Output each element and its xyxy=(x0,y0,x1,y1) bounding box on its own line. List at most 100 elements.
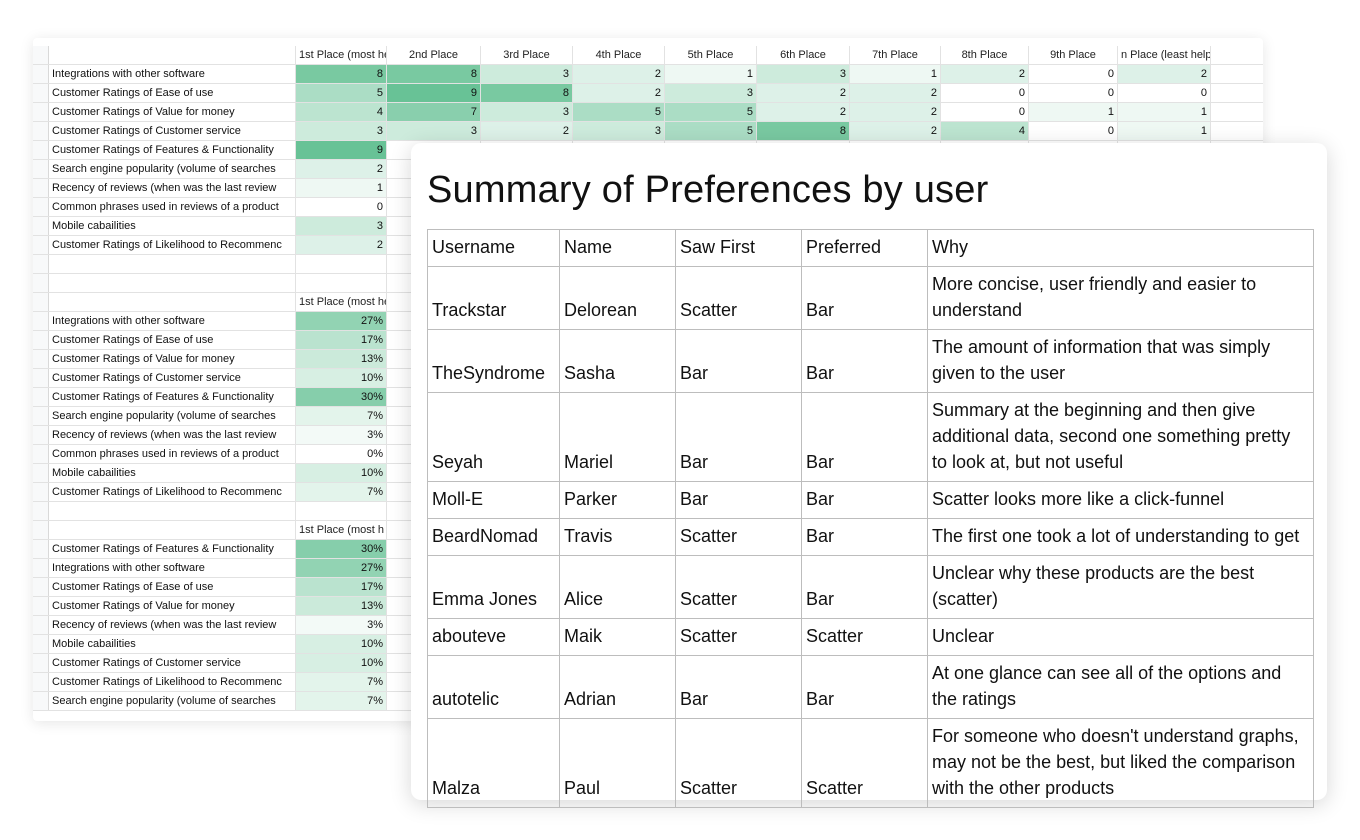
value-cell[interactable]: 3 xyxy=(387,122,481,140)
value-cell[interactable]: 0 xyxy=(941,84,1029,102)
row-label-cell[interactable] xyxy=(296,274,387,292)
value-cell[interactable]: 2 xyxy=(757,103,850,121)
value-cell[interactable]: 2 xyxy=(573,84,665,102)
row-label-cell[interactable]: Customer Ratings of Likelihood to Recomm… xyxy=(49,483,296,501)
value-cell[interactable]: 0 xyxy=(1118,84,1211,102)
value-cell[interactable]: 7 xyxy=(387,103,481,121)
value-cell[interactable]: 1 xyxy=(850,65,941,83)
row-label-cell[interactable]: Integrations with other software xyxy=(49,65,296,83)
value-cell[interactable]: 5 xyxy=(665,122,757,140)
value-cell[interactable]: 4 xyxy=(296,103,387,121)
row-label-cell[interactable]: Search engine popularity (volume of sear… xyxy=(49,160,296,178)
value-cell[interactable]: 8 xyxy=(757,122,850,140)
header-cell[interactable]: 3rd Place xyxy=(481,46,573,64)
value-cell[interactable]: 3% xyxy=(296,426,387,444)
value-cell[interactable]: 5 xyxy=(665,103,757,121)
value-cell[interactable]: 3 xyxy=(296,122,387,140)
value-cell[interactable]: 4 xyxy=(941,122,1029,140)
row-label-cell[interactable] xyxy=(296,502,387,520)
value-cell[interactable]: 3 xyxy=(481,103,573,121)
value-cell[interactable]: 2 xyxy=(850,84,941,102)
row-label-cell[interactable]: Search engine popularity (volume of sear… xyxy=(49,407,296,425)
row-label-cell[interactable]: Customer Ratings of Customer service xyxy=(49,122,296,140)
value-cell[interactable]: 2 xyxy=(481,122,573,140)
row-label-cell[interactable] xyxy=(49,502,296,520)
value-cell[interactable]: 7% xyxy=(296,692,387,710)
row-label-cell[interactable]: Customer Ratings of Customer service xyxy=(49,654,296,672)
value-cell[interactable]: 0% xyxy=(296,445,387,463)
row-label-cell[interactable]: Customer Ratings of Value for money xyxy=(49,350,296,368)
value-cell[interactable]: 13% xyxy=(296,350,387,368)
value-cell[interactable]: 3 xyxy=(665,84,757,102)
row-label-cell[interactable]: Search engine popularity (volume of sear… xyxy=(49,692,296,710)
value-cell[interactable]: 17% xyxy=(296,578,387,596)
value-cell[interactable]: 2 xyxy=(941,65,1029,83)
header-cell[interactable]: 6th Place xyxy=(757,46,850,64)
row-label-cell[interactable]: Customer Ratings of Features & Functiona… xyxy=(49,540,296,558)
value-cell[interactable]: 1 xyxy=(1029,103,1118,121)
value-cell[interactable]: 0 xyxy=(296,198,387,216)
row-label-cell[interactable]: Customer Ratings of Ease of use xyxy=(49,578,296,596)
value-cell[interactable]: 0 xyxy=(1029,122,1118,140)
header-cell[interactable]: 9th Place xyxy=(1029,46,1118,64)
value-cell[interactable]: 27% xyxy=(296,559,387,577)
header-cell[interactable]: 7th Place xyxy=(850,46,941,64)
value-cell[interactable]: 8 xyxy=(481,84,573,102)
value-cell[interactable]: 30% xyxy=(296,540,387,558)
row-label-cell[interactable] xyxy=(49,293,296,311)
row-label-cell[interactable]: Customer Ratings of Ease of use xyxy=(49,84,296,102)
header-cell[interactable]: 2nd Place xyxy=(387,46,481,64)
value-cell[interactable]: 2 xyxy=(296,160,387,178)
value-cell[interactable]: 0 xyxy=(1029,84,1118,102)
value-cell[interactable]: 3 xyxy=(757,65,850,83)
row-label-cell[interactable] xyxy=(49,46,296,64)
row-label-cell[interactable]: Recency of reviews (when was the last re… xyxy=(49,426,296,444)
value-cell[interactable]: 2 xyxy=(296,236,387,254)
header-cell[interactable]: 5th Place xyxy=(665,46,757,64)
value-cell[interactable]: 10% xyxy=(296,635,387,653)
row-label-cell[interactable]: Integrations with other software xyxy=(49,559,296,577)
row-label-cell[interactable]: Customer Ratings of Likelihood to Recomm… xyxy=(49,236,296,254)
row-label-cell[interactable]: Recency of reviews (when was the last re… xyxy=(49,179,296,197)
value-cell[interactable]: 9 xyxy=(296,141,387,159)
row-label-cell[interactable]: Integrations with other software xyxy=(49,312,296,330)
row-label-cell[interactable]: Customer Ratings of Value for money xyxy=(49,597,296,615)
row-label-cell[interactable]: Customer Ratings of Features & Functiona… xyxy=(49,388,296,406)
value-cell[interactable]: 10% xyxy=(296,369,387,387)
value-cell[interactable]: 1 xyxy=(1118,103,1211,121)
value-cell[interactable]: 2 xyxy=(757,84,850,102)
row-label-cell[interactable]: Customer Ratings of Customer service xyxy=(49,369,296,387)
value-cell[interactable]: 2 xyxy=(1118,65,1211,83)
value-cell[interactable]: 2 xyxy=(573,65,665,83)
value-cell[interactable]: 27% xyxy=(296,312,387,330)
value-cell[interactable]: 13% xyxy=(296,597,387,615)
value-cell[interactable]: 1 xyxy=(665,65,757,83)
row-label-cell[interactable] xyxy=(49,274,296,292)
row-label-cell[interactable]: Common phrases used in reviews of a prod… xyxy=(49,445,296,463)
row-label-cell[interactable]: Mobile cabailities xyxy=(49,464,296,482)
header-cell[interactable]: 1st Place (most helpful/mos xyxy=(296,46,387,64)
row-label-cell[interactable] xyxy=(296,255,387,273)
row-label-cell[interactable]: Customer Ratings of Features & Functiona… xyxy=(49,141,296,159)
header-cell[interactable]: 1st Place (most h xyxy=(296,521,387,539)
value-cell[interactable]: 7% xyxy=(296,673,387,691)
header-cell[interactable]: 4th Place xyxy=(573,46,665,64)
value-cell[interactable]: 0 xyxy=(941,103,1029,121)
value-cell[interactable]: 7% xyxy=(296,407,387,425)
row-label-cell[interactable]: Customer Ratings of Likelihood to Recomm… xyxy=(49,673,296,691)
row-label-cell[interactable]: Common phrases used in reviews of a prod… xyxy=(49,198,296,216)
value-cell[interactable]: 5 xyxy=(296,84,387,102)
value-cell[interactable]: 3 xyxy=(296,217,387,235)
value-cell[interactable]: 2 xyxy=(850,103,941,121)
row-label-cell[interactable] xyxy=(49,521,296,539)
value-cell[interactable]: 1 xyxy=(1118,122,1211,140)
value-cell[interactable]: 8 xyxy=(387,65,481,83)
value-cell[interactable]: 1 xyxy=(296,179,387,197)
value-cell[interactable]: 3 xyxy=(481,65,573,83)
header-cell[interactable]: 8th Place xyxy=(941,46,1029,64)
value-cell[interactable]: 3% xyxy=(296,616,387,634)
value-cell[interactable]: 7% xyxy=(296,483,387,501)
value-cell[interactable]: 10% xyxy=(296,464,387,482)
row-label-cell[interactable]: Customer Ratings of Value for money xyxy=(49,103,296,121)
header-cell[interactable]: n Place (least helpful) xyxy=(1118,46,1211,64)
